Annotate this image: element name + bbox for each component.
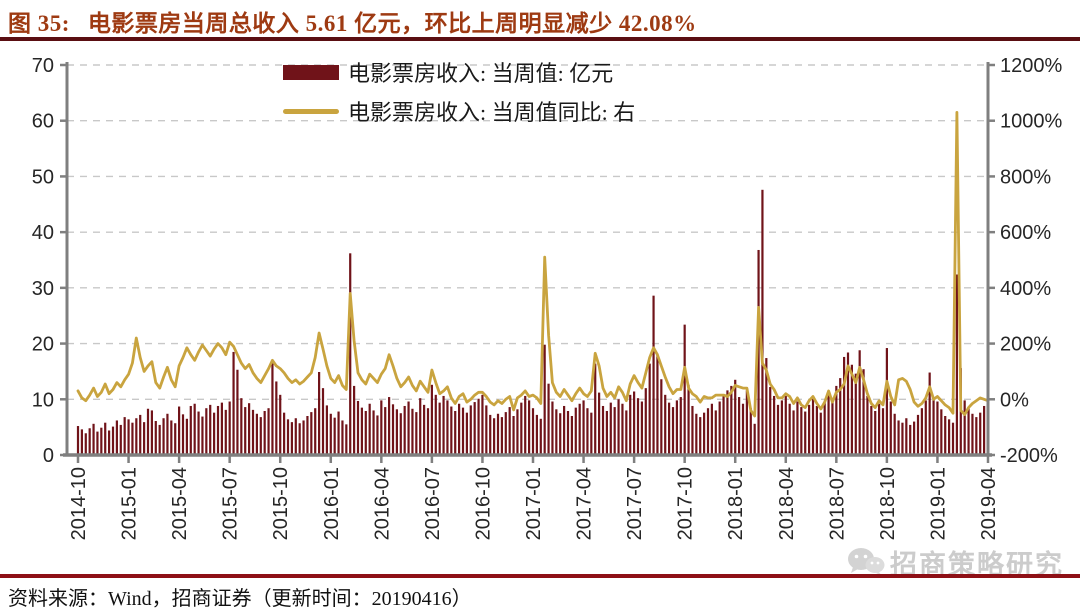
svg-text:2019-04: 2019-04 (978, 467, 1000, 540)
svg-text:-200%: -200% (1000, 445, 1058, 467)
right-axis-ticks: -200% 0% 200% 400% 600% 800% 1000% 1200% (988, 55, 1062, 467)
svg-text:2015-07: 2015-07 (220, 467, 242, 540)
svg-text:30: 30 (32, 278, 54, 300)
svg-text:200%: 200% (1000, 334, 1051, 356)
bar-series (76, 189, 990, 456)
svg-text:1000%: 1000% (1000, 111, 1062, 133)
svg-text:60: 60 (32, 111, 54, 133)
svg-text:70: 70 (32, 55, 54, 77)
svg-text:2018-07: 2018-07 (826, 467, 848, 540)
yoy-line (76, 111, 990, 418)
legend-item-yoy: 电影票房收入: 当周值同比: 右 (283, 95, 635, 127)
svg-text:2016-10: 2016-10 (472, 467, 494, 540)
svg-text:2017-07: 2017-07 (624, 467, 646, 540)
svg-text:2019-01: 2019-01 (927, 467, 949, 540)
svg-text:2015-10: 2015-10 (270, 467, 292, 540)
chart-legend: 电影票房收入: 当周值: 亿元 电影票房收入: 当周值同比: 右 (283, 56, 635, 127)
svg-text:0%: 0% (1000, 389, 1029, 411)
x-axis-ticks: 2014-10 2015-01 2015-04 2015-07 2015-10 2016-… (68, 455, 1000, 540)
svg-text:800%: 800% (1000, 166, 1051, 188)
svg-text:10: 10 (32, 389, 54, 411)
svg-text:2017-04: 2017-04 (574, 467, 596, 540)
legend-item-revenue: 电影票房收入: 当周值: 亿元 (283, 56, 635, 88)
figure-title: 图 35: 电影票房当周总收入 5.61 亿元，环比上周明显减少 42.08% (8, 4, 1072, 38)
svg-text:2016-01: 2016-01 (321, 467, 343, 540)
figure-title-text: 电影票房当周总收入 5.61 亿元，环比上周明显减少 42.08% (87, 11, 697, 36)
svg-text:2014-10: 2014-10 (68, 467, 90, 540)
svg-text:2015-04: 2015-04 (169, 467, 191, 540)
svg-text:2016-07: 2016-07 (422, 467, 444, 540)
source-note: 资料来源：Wind，招商证券（更新时间：20190416） (8, 588, 472, 610)
svg-text:2018-04: 2018-04 (776, 467, 798, 540)
svg-text:0: 0 (43, 445, 54, 467)
svg-text:1200%: 1200% (1000, 55, 1062, 77)
svg-text:2015-01: 2015-01 (119, 467, 141, 540)
gridlines (67, 64, 988, 400)
legend-label-yoy: 电影票房收入: 当周值同比: 右 (348, 100, 636, 125)
legend-bar-swatch-icon (283, 64, 339, 80)
svg-text:40: 40 (32, 222, 54, 244)
svg-text:400%: 400% (1000, 278, 1051, 300)
svg-text:2018-01: 2018-01 (725, 467, 747, 540)
svg-text:50: 50 (32, 166, 54, 188)
left-axis-ticks: 0 10 20 30 40 50 60 70 (32, 55, 67, 467)
svg-text:600%: 600% (1000, 222, 1051, 244)
svg-text:2017-10: 2017-10 (675, 467, 697, 540)
svg-text:2018-10: 2018-10 (877, 467, 899, 540)
svg-text:2017-01: 2017-01 (523, 467, 545, 540)
legend-line-swatch-icon (283, 108, 339, 114)
figure-number-label: 图 35: (8, 11, 70, 36)
svg-text:20: 20 (32, 334, 54, 356)
legend-label-revenue: 电影票房收入: 当周值: 亿元 (348, 61, 614, 86)
footer-divider-rule (0, 574, 1080, 578)
svg-text:2016-04: 2016-04 (371, 467, 393, 540)
title-divider-rule (0, 37, 1080, 41)
